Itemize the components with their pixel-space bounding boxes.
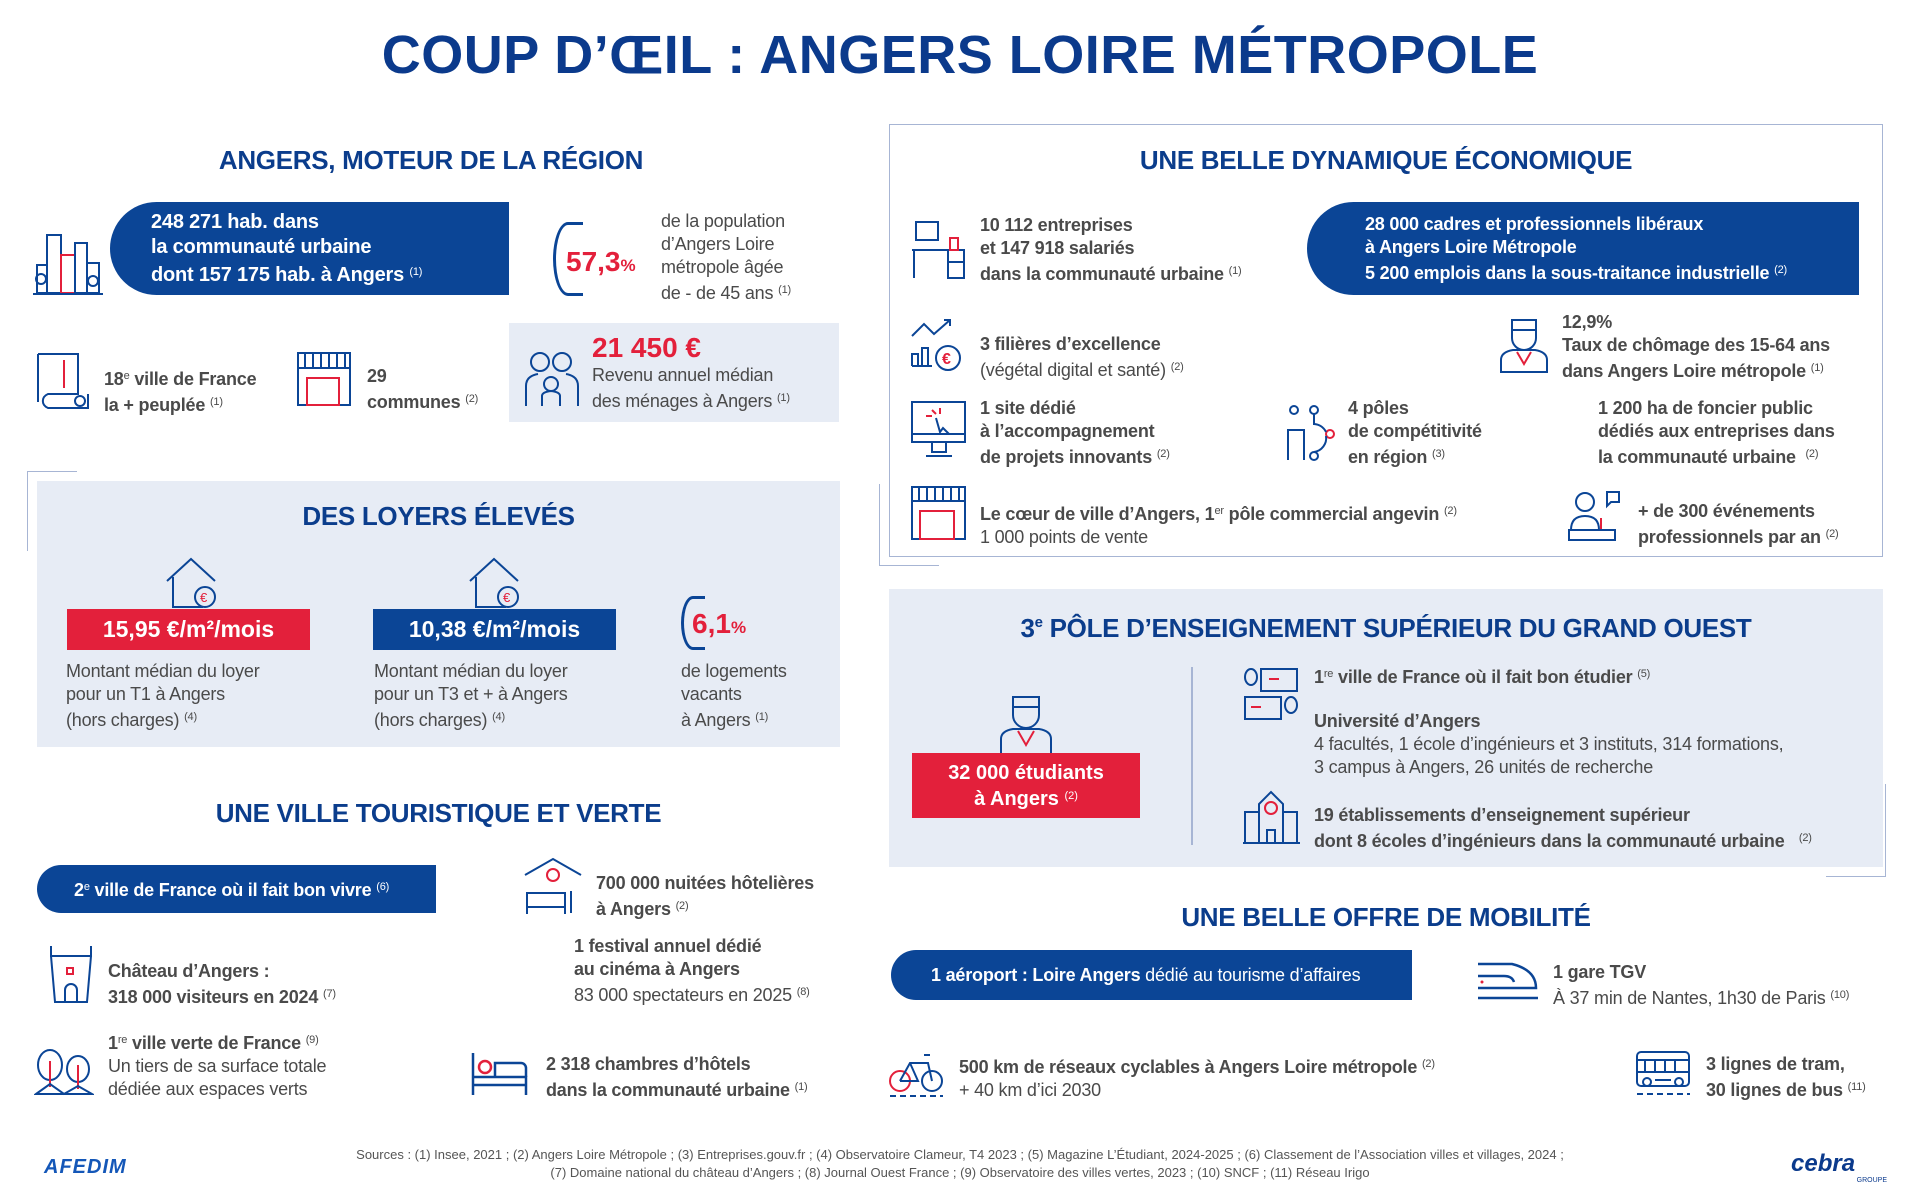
vacancy-value: 6,1% bbox=[692, 608, 747, 639]
house-euro-icon: € bbox=[163, 553, 220, 610]
income-value: 21 450 € bbox=[592, 332, 701, 363]
map-ruler-icon bbox=[34, 350, 92, 410]
hotel-nights-stat: 700 000 nuitées hôtelières à Angers (2) bbox=[596, 873, 814, 919]
companies-stat: 10 112 entreprises et 147 918 salariés dan… bbox=[980, 215, 1242, 284]
population-banner: 248 271 hab. dans la communauté urbaine … bbox=[110, 202, 509, 295]
section-heading-rents: DES LOYERS ÉLEVÉS bbox=[302, 501, 575, 531]
t1-price-badge: 15,95 €/m²/mois bbox=[67, 609, 310, 650]
t3-caption: Montant médian du loyer pour un T3 et + à… bbox=[374, 661, 568, 730]
page-title: COUP D’ŒIL : ANGERS LOIRE MÉTROPOLE bbox=[381, 25, 1539, 85]
executives-banner: 28 000 cadres et professionnels libéraux… bbox=[1307, 202, 1859, 295]
rank-stat: 18e ville de France la + peuplée (1) bbox=[104, 369, 257, 415]
svg-text:€: € bbox=[200, 590, 208, 605]
network-person-icon bbox=[1286, 404, 1337, 463]
public-land-stat: 1 200 ha de foncier public dédiés aux ent… bbox=[1598, 398, 1835, 467]
cebra-logo-text: cebra bbox=[1791, 1150, 1856, 1177]
corner-decoration bbox=[1826, 784, 1886, 877]
school-building-icon bbox=[1243, 790, 1300, 845]
castle-tower-icon bbox=[49, 944, 93, 1004]
section-heading-economy: UNE BELLE DYNAMIQUE ÉCONOMIQUE bbox=[1139, 145, 1633, 175]
transit-stat: 3 lignes de tram, 30 lignes de bus (11) bbox=[1706, 1054, 1866, 1100]
corner-decoration bbox=[27, 471, 77, 551]
airport-banner: 1 aéroport : Loire Angers dédié au touri… bbox=[891, 950, 1412, 1000]
t1-caption: Montant médian du loyer pour un T1 à Ange… bbox=[66, 661, 260, 730]
income-card bbox=[509, 323, 839, 422]
monitor-click-icon bbox=[910, 400, 967, 459]
storefront-icon bbox=[910, 485, 967, 541]
commerce-stat: Le cœur de ville d’Angers, 1er pôle comm… bbox=[980, 504, 1457, 547]
innovation-site-stat: 1 site dédié à l’accompagnement de projets… bbox=[980, 398, 1170, 467]
afedim-logo: AFEDIM bbox=[44, 1156, 127, 1178]
divider bbox=[1191, 667, 1193, 845]
festival-stat: 1 festival annuel dédié au cinéma à Anger… bbox=[574, 936, 810, 1005]
svg-text:€: € bbox=[942, 351, 951, 368]
economy-panel bbox=[889, 124, 1883, 557]
chat-documents-icon bbox=[1243, 667, 1300, 722]
section-heading-education: 3e PÔLE D’ENSEIGNEMENT SUPÉRIEUR DU GRAN… bbox=[1020, 613, 1752, 643]
sources-footnote: Sources : (1) Insee, 2021 ; (2) Angers L… bbox=[356, 1147, 1564, 1180]
income-caption: Revenu annuel médian des ménages à Angers… bbox=[592, 365, 790, 411]
house-euro-icon: € bbox=[466, 553, 523, 610]
castle-stat: Château d’Angers :318 000 visiteurs en 2… bbox=[108, 961, 336, 1007]
competitiveness-stat: 4 pôles de compétitivité en région (3) bbox=[1348, 398, 1482, 467]
bed-icon bbox=[471, 1051, 528, 1097]
section-heading-region: ANGERS, MOTEUR DE LA RÉGION bbox=[218, 145, 644, 175]
vacancy-caption: de logements vacants à Angers (1) bbox=[681, 661, 787, 730]
students-badge: 32 000 étudiants à Angers (2) bbox=[912, 753, 1140, 818]
city-buildings-icon bbox=[33, 229, 103, 296]
study-rank-stat: 1re ville de France où il fait bon étudi… bbox=[1314, 667, 1651, 687]
sectors-stat: 3 filières d’excellence (végétal digital … bbox=[980, 334, 1184, 380]
population-line: 248 271 hab. dans bbox=[151, 210, 319, 233]
population-line: dont 157 175 hab. à Angers bbox=[151, 263, 405, 286]
corner-decoration bbox=[879, 484, 939, 566]
communes-stat: 29 communes (2) bbox=[367, 366, 479, 412]
train-stat: 1 gare TGV À 37 min de Nantes, 1h30 de Pa… bbox=[1553, 962, 1850, 1008]
quality-of-life-banner: 2e ville de France où il fait bon vivre … bbox=[37, 865, 436, 913]
cebra-logo: cebra GROUPE bbox=[1791, 1150, 1887, 1184]
section-heading-tourism: UNE VILLE TOURISTIQUE ET VERTE bbox=[215, 798, 662, 828]
events-stat: + de 300 événements professionnels par an… bbox=[1638, 501, 1839, 547]
age-stat-value: 57,3% bbox=[566, 246, 636, 277]
unemployment-stat: 12,9% Taux de chômage des 15-64 ans dans A… bbox=[1562, 312, 1830, 381]
arc-decoration bbox=[681, 596, 705, 650]
institutions-stat: 19 établissements d’enseignement supérie… bbox=[1314, 805, 1812, 851]
desk-computer-icon bbox=[910, 220, 967, 279]
green-city-stat: 1re ville verte de France (9) Un tiers de… bbox=[108, 1033, 327, 1099]
trees-icon bbox=[32, 1047, 96, 1096]
storefront-icon bbox=[295, 350, 353, 408]
t3-price-badge: 10,38 €/m²/mois bbox=[373, 609, 616, 650]
age-stat-caption: de la population d’Angers Loire métropole … bbox=[661, 211, 791, 303]
population-line: la communauté urbaine bbox=[151, 235, 372, 258]
bus-tram-icon bbox=[1635, 1050, 1692, 1096]
hotel-bed-icon bbox=[523, 857, 583, 916]
tgv-train-icon bbox=[1476, 960, 1540, 1002]
arc-decoration bbox=[553, 222, 583, 296]
bicycle-icon bbox=[888, 1051, 945, 1097]
university-stat: Université d’Angers 4 facultés, 1 école d… bbox=[1314, 711, 1784, 777]
student-icon bbox=[998, 693, 1053, 753]
family-icon bbox=[522, 348, 582, 408]
cebra-logo-subtext: GROUPE bbox=[1856, 1177, 1887, 1184]
education-panel bbox=[889, 589, 1883, 867]
growth-chart-euro-icon: € bbox=[910, 318, 967, 373]
hotel-rooms-stat: 2 318 chambres d’hôtels dans la communaut… bbox=[546, 1054, 808, 1100]
footnote: (1) bbox=[409, 265, 423, 278]
bike-network-stat: 500 km de réseaux cyclables à Angers Loi… bbox=[959, 1057, 1435, 1100]
section-heading-mobility: UNE BELLE OFFRE DE MOBILITÉ bbox=[1181, 902, 1591, 932]
person-icon bbox=[1499, 316, 1549, 374]
speaker-podium-icon bbox=[1567, 490, 1624, 542]
svg-text:€: € bbox=[503, 590, 511, 605]
